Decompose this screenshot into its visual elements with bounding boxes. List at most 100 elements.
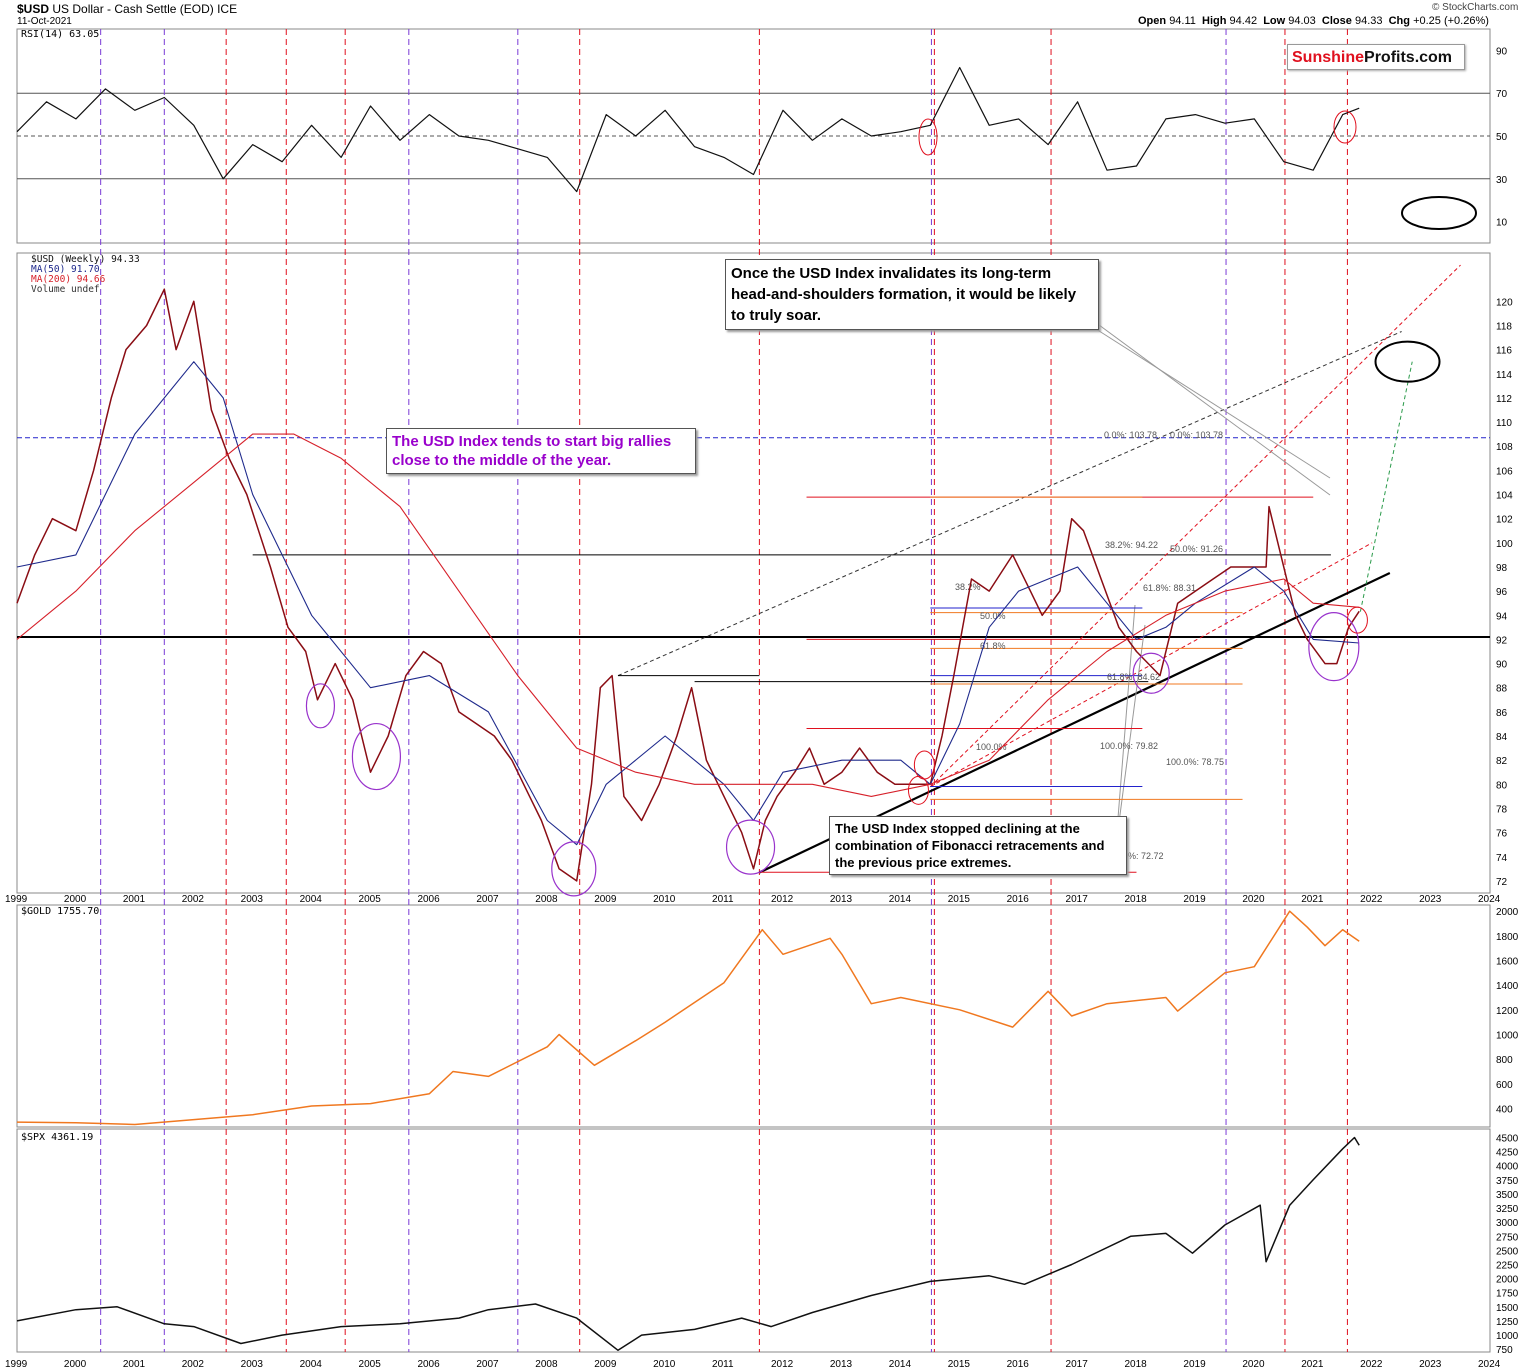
low-label: Low: [1263, 15, 1286, 27]
symbol: $USD: [17, 2, 50, 16]
rsi-red-ellipse: [1333, 110, 1357, 144]
spx-x-tick-label: 2019: [1183, 1359, 1206, 1370]
logo-part1: Sunshine: [1292, 49, 1365, 66]
usd-x-tick-label: 2002: [182, 894, 205, 905]
fib-level-label: 50.0%: 91.26: [1170, 544, 1223, 554]
spx-tick-label: 1500: [1496, 1303, 1519, 1314]
usd-tick-label: 118: [1496, 321, 1512, 332]
spx-x-tick-label: 2001: [123, 1359, 146, 1370]
spx-x-tick-label: 2005: [359, 1359, 382, 1370]
spx-x-tick-label: 2002: [182, 1359, 205, 1370]
spx-x-tick-label: 2024: [1478, 1359, 1501, 1370]
fib-level-label: 38.2%: [955, 582, 981, 592]
spx-x-tick-label: 2008: [535, 1359, 558, 1370]
sunshine-profits-logo: SunshineProfits.com: [1287, 44, 1465, 70]
usd-x-tick-label: 2013: [830, 894, 853, 905]
rsi-tick-label: 30: [1496, 175, 1508, 186]
usd-tick-label: 120: [1496, 297, 1513, 308]
spx-tick-label: 4250: [1496, 1148, 1519, 1159]
fib-level-label: 0%: 72.72: [1123, 851, 1164, 861]
fib-level-label: 100.0%: [976, 742, 1007, 752]
chart-date: 11-Oct-2021: [17, 16, 72, 27]
purple-highlight-ellipse: [351, 722, 402, 791]
usd-x-tick-label: 2007: [476, 894, 499, 905]
spx-tick-label: 2500: [1496, 1246, 1519, 1257]
spx-x-tick-label: 2009: [594, 1359, 617, 1370]
usd-x-tick-label: 2011: [712, 894, 734, 905]
usd-x-tick-label: 2001: [123, 894, 146, 905]
spx-x-tick-label: 2007: [476, 1359, 499, 1370]
red-dashed-trend-lower: [930, 542, 1373, 788]
trend-lines: [617, 264, 1461, 874]
highlight-ellipses: [305, 110, 1477, 897]
usd-x-tick-label: 2017: [1066, 894, 1089, 905]
usd-tick-label: 106: [1496, 466, 1513, 477]
spx-tick-label: 750: [1496, 1345, 1513, 1356]
purple-highlight-ellipse: [1308, 612, 1360, 682]
usd-x-tick-label: 2015: [948, 894, 971, 905]
usd-x-tick-label: 2005: [359, 894, 382, 905]
usd-tick-label: 104: [1496, 491, 1513, 502]
gold-tick-label: 1200: [1496, 1006, 1519, 1017]
green-dashed-projection: [1359, 361, 1413, 612]
callout-pointer: [1117, 624, 1146, 831]
spx-x-tick-label: 2004: [300, 1359, 323, 1370]
usd-x-tick-label: 2024: [1478, 894, 1501, 905]
chg-label: Chg: [1388, 15, 1410, 27]
usd-tick-label: 84: [1496, 732, 1508, 743]
copyright: © StockCharts.com: [1432, 2, 1519, 13]
usd-x-tick-label: 2016: [1007, 894, 1030, 905]
high-label: High: [1202, 15, 1227, 27]
fib-level-label: 0.0%: 103.78: [1104, 430, 1157, 440]
panel-frame-spx: [16, 1128, 1491, 1353]
usd-tick-label: 112: [1496, 394, 1512, 405]
spx-line: [16, 1136, 1360, 1352]
callout-pointer: [1117, 604, 1136, 819]
gold-tick-label: 400: [1496, 1105, 1513, 1116]
usd-x-tick-label: 2008: [535, 894, 558, 905]
spx-tick-label: 2250: [1496, 1260, 1519, 1271]
usd-x-tick-label: 2023: [1419, 894, 1442, 905]
fib-level-label: 100.0%: 78.75: [1166, 757, 1224, 767]
purple-highlight-ellipse: [551, 841, 597, 897]
spx-tick-label: 2000: [1496, 1275, 1519, 1286]
rsi-tick-label: 10: [1496, 218, 1508, 229]
usd-tick-label: 78: [1496, 804, 1508, 815]
open-value: 94.11: [1169, 15, 1196, 27]
spx-x-tick-label: 2017: [1066, 1359, 1089, 1370]
instrument-name: US Dollar - Cash Settle (EOD): [52, 2, 214, 16]
fib-level-label: 61.8%: [980, 641, 1006, 651]
gold-tick-label: 1000: [1496, 1031, 1519, 1042]
gold-tick-label: 600: [1496, 1080, 1513, 1091]
usd-x-tick-label: 2014: [889, 894, 912, 905]
spx-x-tick-label: 2022: [1360, 1359, 1383, 1370]
spx-x-tick-label: 2015: [948, 1359, 971, 1370]
spx-x-tick-label: 2011: [712, 1359, 734, 1370]
event-lines: [100, 29, 1348, 1352]
spx-x-tick-label: 2012: [771, 1359, 794, 1370]
fib-level-label: 100.0%: 79.82: [1100, 741, 1158, 751]
panel-frames: [16, 28, 1491, 1353]
spx-x-tick-label: 2021: [1301, 1359, 1324, 1370]
price-levels: [17, 437, 1490, 638]
exchange: ICE: [217, 2, 238, 16]
spx-tick-label: 4500: [1496, 1133, 1519, 1144]
target-ellipse: [1401, 196, 1477, 230]
ohlc-readout: Open 94.11 High 94.42 Low 94.03 Close 94…: [1138, 15, 1489, 27]
spx-x-tick-label: 2018: [1124, 1359, 1147, 1370]
rsi-tick-label: 90: [1496, 46, 1508, 57]
spx-x-tick-label: 2003: [241, 1359, 264, 1370]
chart-header: $USD US Dollar - Cash Settle (EOD) ICE: [17, 2, 237, 16]
rsi-tick-label: 50: [1496, 132, 1508, 143]
fib-level-label: 50.0%: [980, 611, 1006, 621]
axis-labels: 10 30 50 70 90 72 74 76 78 80 82 84 86 88 90 92 94 96 98 10…: [5, 46, 1519, 1370]
spx-x-tick-label: 2006: [417, 1359, 440, 1370]
usd-tick-label: 92: [1496, 635, 1508, 646]
usd-tick-label: 80: [1496, 780, 1508, 791]
spx-x-tick-label: 2020: [1242, 1359, 1265, 1370]
usd-tick-label: 96: [1496, 587, 1508, 598]
usd-x-tick-label: 2018: [1124, 894, 1147, 905]
usd-legend-item: MA(200) 94.66: [31, 274, 106, 285]
rsi-line: [16, 66, 1360, 193]
spx-tick-label: 3500: [1496, 1190, 1519, 1201]
